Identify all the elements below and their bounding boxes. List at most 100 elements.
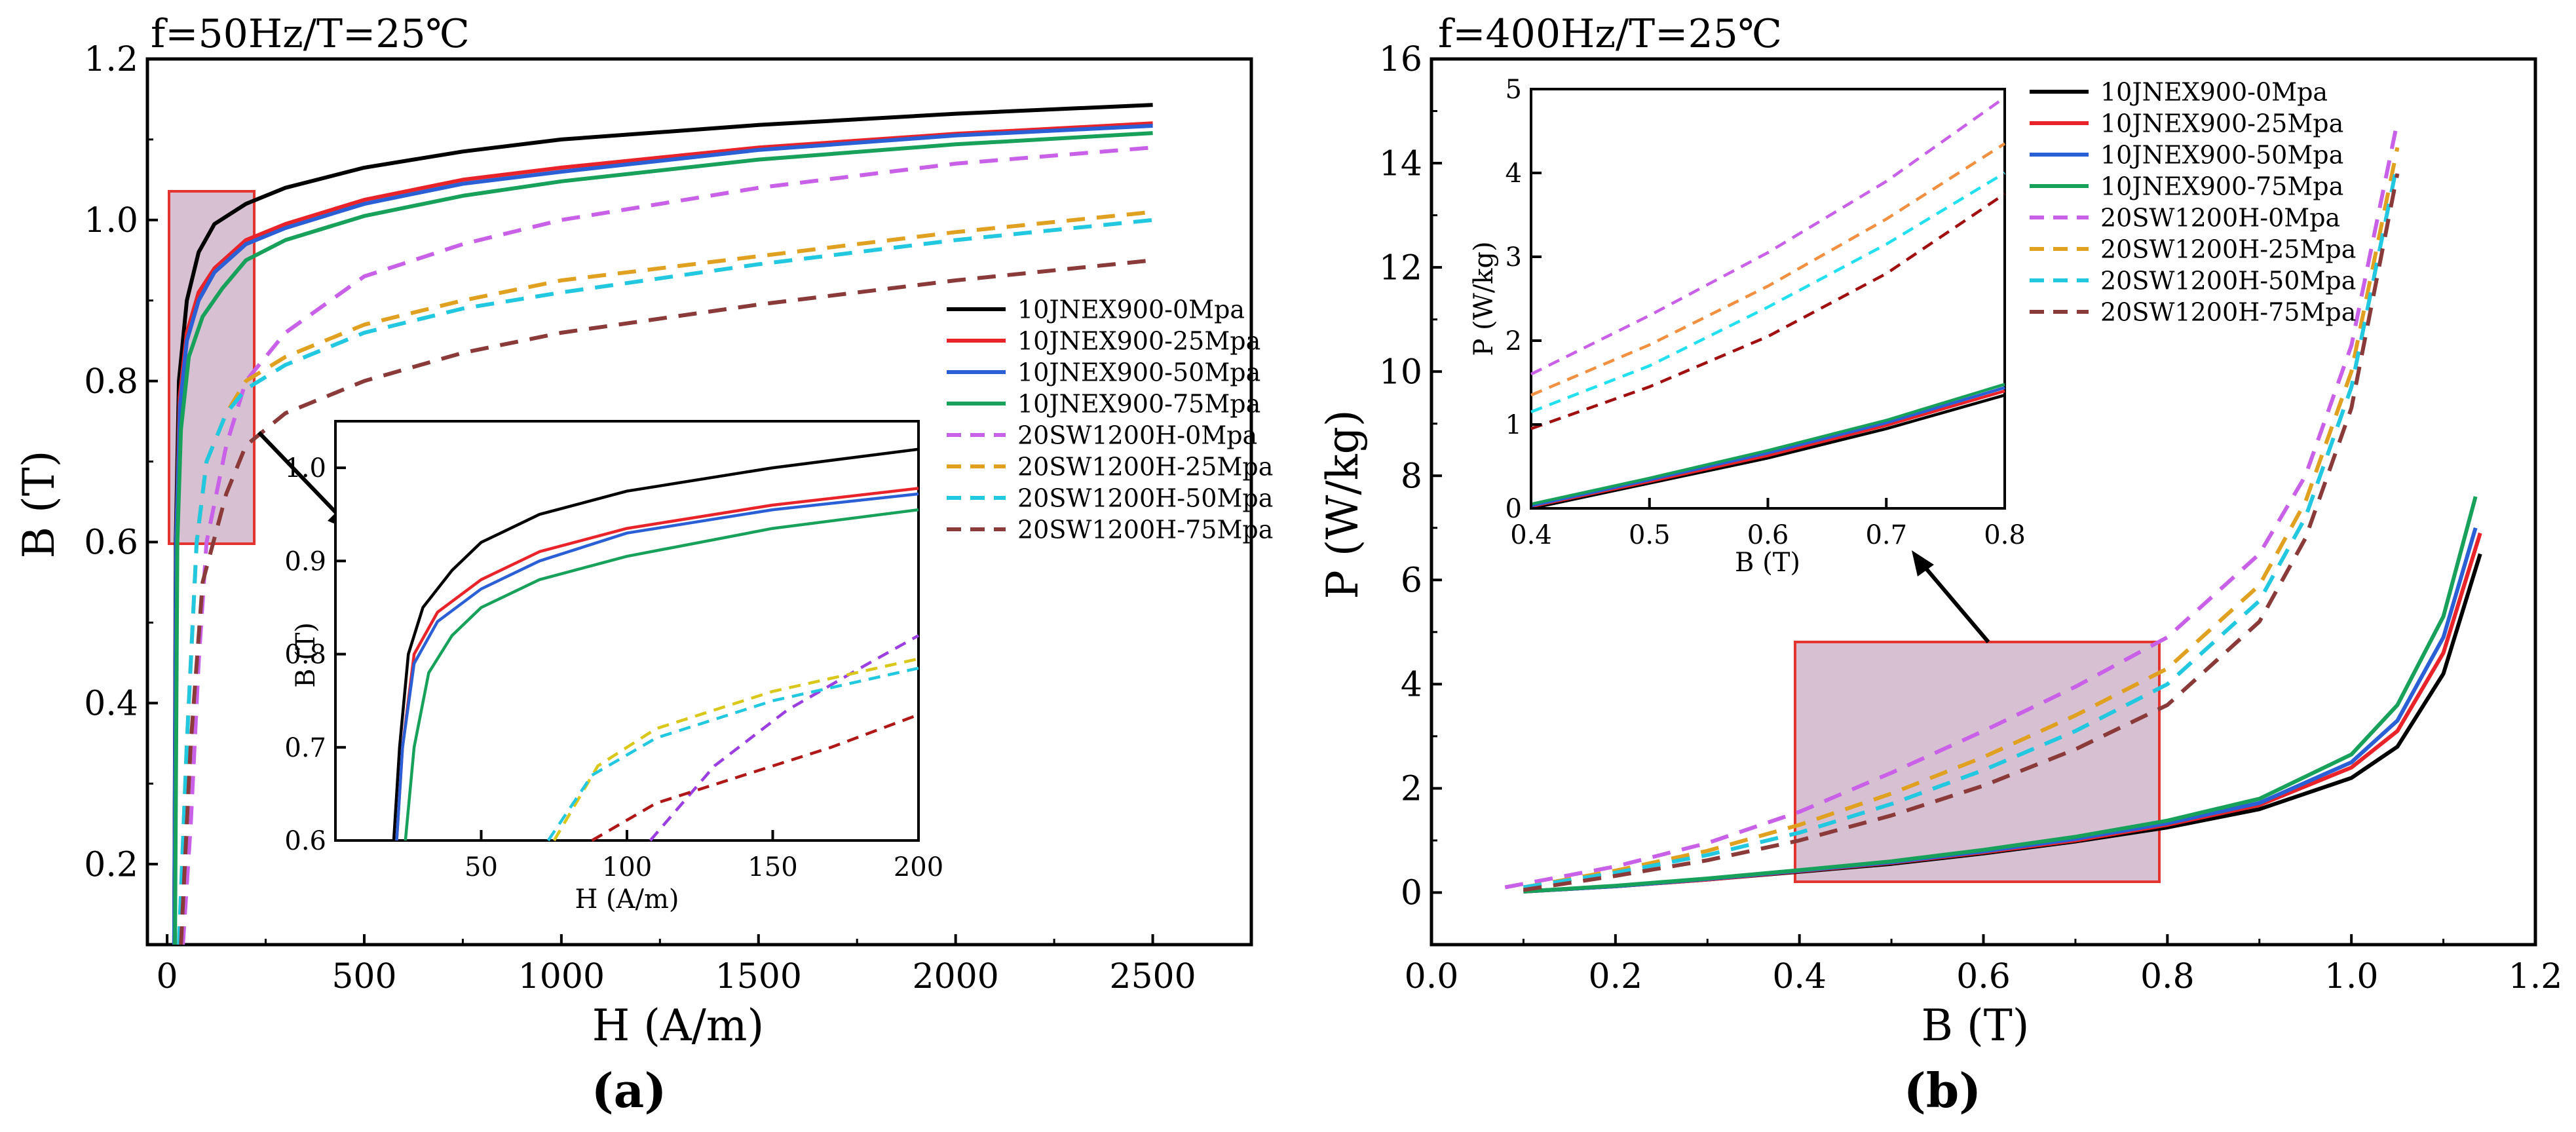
panel-b-legend-label: 20SW1200H-50Mpa xyxy=(2100,266,2356,295)
panel-a-inset-ticks: 50 100 150 200 0.6 0.7 0.8 0.9 1.0 xyxy=(284,453,943,882)
panel-b-ytick-label: 4 xyxy=(1401,666,1422,705)
panel-b-legend: 10JNEX900-0Mpa 10JNEX900-25Mpa10JNEX900-5… xyxy=(2030,77,2356,326)
panel-b-legend-label: 20SW1200H-75Mpa xyxy=(2100,297,2356,326)
panel-a-inset-series-20sw1200h-0mpa xyxy=(649,634,920,842)
panel-a-inset-ytick-label: 0.6 xyxy=(284,826,326,856)
panel-b-series-20sw1200h-25mpa xyxy=(1523,147,2400,890)
panel-a-legend-label: 20SW1200H-75Mpa xyxy=(1017,515,1273,544)
panel-a-legend-label: 20SW1200H-50Mpa xyxy=(1017,483,1273,512)
panel-a-inset-series-10jnex900-75mpa xyxy=(404,508,919,841)
panel-a: f=50Hz/T=25℃ 0 500 1000 1500 2000 25000.20.40… xyxy=(14,11,1273,1118)
panel-a-label: (a) xyxy=(592,1063,667,1118)
panel-b-inset-ytick-label: 4 xyxy=(1506,159,1522,189)
panel-a-series-10jnex900-0mpa xyxy=(172,103,1153,945)
panel-b-legend-label: 20SW1200H-0Mpa xyxy=(2100,203,2340,232)
panel-a-xtick-label: 1000 xyxy=(518,957,605,996)
panel-b-legend-label: 10JNEX900-0Mpa xyxy=(2100,77,2328,106)
panel-b-series-20sw1200h-75mpa xyxy=(1523,173,2400,892)
panel-b-ytick-label: 16 xyxy=(1379,40,1422,79)
panel-a-ytick-label: 1.0 xyxy=(84,201,138,240)
panel-b-inset-ytick-label: 0 xyxy=(1506,494,1522,524)
panel-a-inset-series-20sw1200h-75mpa xyxy=(591,713,919,842)
panel-b-inset-xtick-label: 0.4 xyxy=(1510,520,1552,550)
panel-a-xtick-label: 0 xyxy=(157,957,178,996)
panel-b-inset-ytick-label: 2 xyxy=(1506,326,1522,356)
panel-b-inset-ytick-label: 1 xyxy=(1506,410,1522,440)
panel-a-inset-bg xyxy=(335,421,919,840)
panel-a-zoom-arrow xyxy=(257,430,343,519)
panel-a-legend-label: 20SW1200H-0Mpa xyxy=(1017,421,1257,449)
panel-a-inset-ylabel: B (T) xyxy=(291,622,321,688)
panel-a-ylabel: B (T) xyxy=(14,451,64,559)
panel-b-label: (b) xyxy=(1904,1063,1981,1118)
panel-b-xtick-label: 0.0 xyxy=(1405,957,1459,996)
panel-b-series-10jnex900-75mpa xyxy=(1523,496,2478,894)
panel-b-inset-series-20sw1200h-50mpa xyxy=(1530,172,2006,413)
panel-a-series-10jnex900-50mpa xyxy=(172,124,1153,945)
panel-b-inset-ylabel: P (W/kg) xyxy=(1469,241,1499,356)
panel-b-legend-label: 20SW1200H-25Mpa xyxy=(2100,235,2356,263)
panel-b-inset-bg xyxy=(1531,89,2005,508)
panel-b-inset-ticks: 0.4 0.5 0.6 0.7 0.8 0 1 2 3 4 5 xyxy=(1506,75,2026,550)
panel-b-xtick-label: 0.8 xyxy=(2140,957,2195,996)
panel-a-xtick-label: 2500 xyxy=(1109,957,1196,996)
panel-b-xtick-label: 0.6 xyxy=(1956,957,2011,996)
panel-b-xlabel: B (T) xyxy=(1922,1000,2030,1051)
panel-b: f=400Hz/T=25℃ 0.0 0.2 0.4 0.6 0.8 1.0 1.2 0 2 4 6 8… xyxy=(1317,11,2562,1118)
panel-b-inset-xtick-label: 0.7 xyxy=(1865,520,1907,550)
panel-b-zoom-region xyxy=(1794,641,2161,883)
panel-b-inset-ytick-label: 5 xyxy=(1506,75,1522,105)
panel-a-xtick-label: 500 xyxy=(331,957,396,996)
panel-b-xtick-label: 0.4 xyxy=(1772,957,1827,996)
panel-b-ytick-label: 6 xyxy=(1401,561,1422,600)
panel-a-inset-series-group xyxy=(392,447,920,842)
panel-b-zoom-arrow xyxy=(1921,563,1990,643)
panel-a-xtick-label: 1500 xyxy=(715,957,802,996)
panel-a-inset-ytick-label: 0.9 xyxy=(284,546,326,576)
panel-b-inset-series-group xyxy=(1530,96,2006,510)
panel-a-xlabel: H (A/m) xyxy=(592,1000,765,1051)
panel-a-ytick-label: 0.2 xyxy=(84,845,138,884)
panel-b-ytick-label: 2 xyxy=(1401,770,1422,809)
panel-b-inset-xtick-label: 0.5 xyxy=(1629,520,1671,550)
panel-b-inset-series-20sw1200h-25mpa xyxy=(1530,142,2006,397)
panel-b-inset-series-10jnex900-75mpa xyxy=(1530,383,2005,506)
panel-b-ytick-label: 10 xyxy=(1379,352,1422,392)
panel-b-inset-ytick-label: 3 xyxy=(1506,242,1522,273)
panel-a-series-group xyxy=(172,103,1153,945)
panel-a-inset-series-10jnex900-50mpa xyxy=(395,492,919,841)
panel-a-legend-label: 10JNEX900-75Mpa xyxy=(1017,389,1260,418)
panel-a-ytick-label: 1.2 xyxy=(84,40,138,79)
panel-a-inset-xtick-label: 150 xyxy=(748,852,797,882)
panel-b-legend-label: 10JNEX900-50Mpa xyxy=(2100,140,2343,169)
panel-b-inset-series-10jnex900-0mpa xyxy=(1530,394,2005,510)
panel-b-condition: f=400Hz/T=25℃ xyxy=(1438,11,1782,57)
panel-b-ylabel: P (W/kg) xyxy=(1317,409,1368,599)
panel-b-legend-label: 10JNEX900-25Mpa xyxy=(2100,109,2343,138)
panel-b-xtick-label: 0.2 xyxy=(1588,957,1642,996)
panel-a-legend-label: 10JNEX900-25Mpa xyxy=(1017,326,1260,355)
panel-a-legend-label: 10JNEX900-0Mpa xyxy=(1017,295,1245,324)
panel-b-legend-label: 10JNEX900-75Mpa xyxy=(2100,172,2343,200)
panel-a-inset-ytick-label: 0.8 xyxy=(284,640,326,670)
panel-b-series-20sw1200h-50mpa xyxy=(1523,162,2400,890)
panel-a-ticks: 0 500 1000 1500 2000 2500 0.2 0.4 0.6 0.8 1.0 1.2 xyxy=(84,40,1196,996)
panel-a-ytick-label: 0.6 xyxy=(84,523,138,563)
panel-b-xtick-label: 1.2 xyxy=(2509,957,2563,996)
panel-b-inset-xlabel: B (T) xyxy=(1735,548,1800,578)
panel-a-ytick-label: 0.4 xyxy=(84,684,138,723)
panel-b-inset-xtick-label: 0.6 xyxy=(1747,520,1789,550)
panel-a-inset-xtick-label: 200 xyxy=(894,852,943,882)
panel-a-legend-label: 10JNEX900-50Mpa xyxy=(1017,358,1260,387)
panel-a-inset-xtick-label: 50 xyxy=(464,852,498,882)
panel-a-series-10jnex900-75mpa xyxy=(173,131,1153,945)
panel-b-inset-series-10jnex900-50mpa xyxy=(1530,386,2005,508)
panel-a-plot-frame xyxy=(145,57,1253,947)
panel-b-ytick-label: 12 xyxy=(1379,248,1422,288)
panel-b-ytick-label: 0 xyxy=(1401,874,1422,913)
panel-a-series-20sw1200h-50mpa xyxy=(177,217,1153,945)
panel-a-inset-ytick-label: 1.0 xyxy=(284,453,326,483)
